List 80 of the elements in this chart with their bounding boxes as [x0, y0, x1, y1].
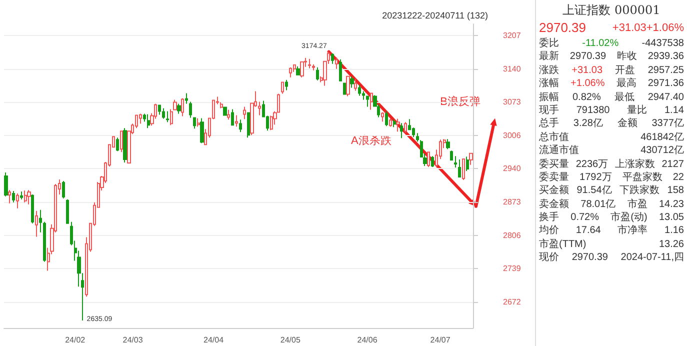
- y-tick-label: 3006: [503, 131, 522, 140]
- text: 上涨家数: [614, 158, 655, 171]
- text: 2024-07-11,四: [620, 251, 684, 265]
- text: 涨幅: [539, 77, 559, 91]
- text: 2947.40: [648, 90, 684, 104]
- y-tick-label: 3073: [503, 98, 522, 107]
- text: 1792万: [580, 170, 612, 184]
- text: +1.06%: [646, 21, 684, 36]
- text: 市盈(TTM): [539, 238, 586, 252]
- text: 最低: [614, 90, 634, 104]
- y-tick-label: 2739: [503, 264, 522, 274]
- text: 22: [672, 170, 684, 184]
- x-tick-label: 24/07: [430, 336, 451, 344]
- text: 委比: [539, 37, 559, 50]
- text: 卖金额: [539, 198, 569, 212]
- text: 最新: [539, 50, 559, 64]
- text: 现手: [539, 104, 559, 118]
- text: 2939.36: [648, 50, 684, 64]
- text: 总手: [539, 117, 559, 131]
- text: -4437538: [642, 37, 684, 50]
- text: 791380: [576, 104, 610, 118]
- text: 市盈: [627, 198, 648, 212]
- text: 换手: [539, 211, 559, 224]
- text: 上证指数 000001: [562, 2, 662, 19]
- x-tick-label: 24/05: [280, 336, 301, 344]
- text: 3.28亿: [573, 117, 603, 131]
- y-tick-label: 3140: [503, 64, 522, 74]
- text: 2957.25: [648, 64, 684, 78]
- text: 市盈(动): [610, 211, 648, 224]
- text: 0.82%: [572, 90, 601, 104]
- text: 市净率: [618, 224, 648, 238]
- text: +31.03: [612, 21, 646, 36]
- text: 开盘: [615, 64, 636, 78]
- text: 2127: [662, 158, 684, 171]
- text: 现价: [539, 251, 559, 265]
- y-tick-label: 3207: [503, 30, 522, 40]
- text: 均价: [539, 224, 559, 238]
- y-tick-label: 2940: [503, 164, 522, 174]
- text: +31.03: [572, 64, 603, 78]
- text: 13.05: [658, 211, 684, 224]
- text: 委卖量: [539, 170, 569, 184]
- text: 振幅: [539, 90, 559, 104]
- text: 14.23: [658, 198, 684, 212]
- text: 2236万: [576, 158, 608, 171]
- text: 13.26: [658, 238, 684, 252]
- text: 3377亿: [652, 117, 684, 131]
- text: 金额: [617, 117, 638, 131]
- text: +1.06%: [570, 77, 605, 91]
- text: 总市值: [539, 130, 569, 144]
- chart-title: 20231222-20240711 (132): [382, 10, 488, 20]
- text: 17.64: [576, 224, 601, 238]
- text: 158: [667, 184, 684, 198]
- text: 2970.39: [539, 19, 587, 37]
- text: 涨跌: [539, 64, 559, 78]
- x-tick-label: 24/03: [122, 336, 144, 344]
- text: 1.14: [664, 104, 684, 118]
- text: 平盘家数: [622, 170, 662, 184]
- text: -11.02%: [582, 37, 619, 50]
- text: 量比: [627, 104, 648, 118]
- x-tick-label: 24/06: [357, 336, 378, 344]
- text: 买金额: [539, 184, 569, 198]
- text: 下跌家数: [620, 184, 660, 198]
- text: 1.16: [664, 224, 684, 238]
- text: 2970.39: [572, 251, 608, 265]
- text: 流通市值: [539, 144, 579, 158]
- text: 2970.39: [570, 50, 606, 64]
- text: 78.01亿: [580, 198, 616, 212]
- x-tick-label: 24/02: [65, 336, 86, 344]
- y-tick-label: 2873: [503, 197, 522, 206]
- y-tick-label: 2806: [503, 230, 522, 240]
- text: 91.54亿: [576, 184, 612, 198]
- text: 2971.36: [648, 77, 684, 91]
- x-tick-label: 24/04: [203, 336, 224, 344]
- text: 0.72%: [570, 211, 599, 224]
- y-tick-label: 2672: [503, 298, 522, 307]
- text: 最高: [616, 77, 636, 91]
- text: 委买量: [539, 158, 569, 171]
- text: 461842亿: [640, 130, 684, 144]
- text: 昨收: [616, 50, 637, 64]
- text: 430712亿: [640, 144, 684, 158]
